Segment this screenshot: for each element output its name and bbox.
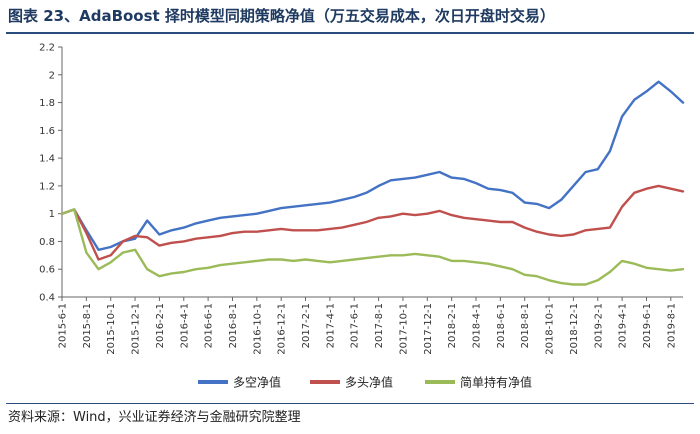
y-tick-label: 1 [49,209,55,220]
legend-label-1: 多头净值 [345,375,393,390]
x-tick-label: 2018-12-1 [569,303,580,355]
y-tick-label: 1.8 [39,98,55,109]
x-tick-label: 2017-10-1 [398,303,409,355]
x-tick-label: 2016-4-1 [179,303,190,348]
x-tick-label: 2017-6-1 [350,303,361,348]
x-tick-label: 2018-4-1 [472,303,483,348]
x-tick-label: 2019-8-1 [666,303,677,348]
x-tick-label: 2017-4-1 [325,303,336,348]
x-tick-label: 2019-4-1 [618,303,629,348]
x-tick-label: 2015-10-1 [106,303,117,355]
y-tick-label: 1.2 [39,181,55,192]
legend-label-2: 简单持有净值 [460,375,532,390]
x-tick-label: 2016-2-1 [155,303,166,348]
x-tick-label: 2015-8-1 [82,303,93,348]
x-tick-label: 2015-12-1 [131,303,142,355]
x-tick-label: 2017-2-1 [301,303,312,348]
x-tick-label: 2018-6-1 [496,303,507,348]
x-tick-label: 2017-8-1 [374,303,385,348]
y-tick-label: 2.2 [39,43,55,54]
y-tick-label: 2 [49,70,55,81]
y-tick-label: 0.8 [39,237,55,248]
x-tick-label: 2018-8-1 [520,303,531,348]
x-tick-label: 2016-6-1 [204,303,215,348]
x-tick-label: 2016-8-1 [228,303,239,348]
plot-area [60,80,685,286]
x-tick-label: 2019-6-1 [642,303,653,348]
series-line-2 [60,208,685,286]
x-tick-label: 2019-2-1 [593,303,604,348]
bottom-rule [6,403,694,404]
x-tick-label: 2016-10-1 [252,303,263,355]
line-chart: 0.40.60.811.21.41.61.822.2 2015-6-1 2015-… [39,43,685,390]
legend-label-0: 多空净值 [233,375,281,390]
top-rule [6,32,694,34]
series-line-1 [60,184,685,261]
legend: 多空净值 多头净值 简单持有净值 [198,375,532,390]
x-tick-label: 2015-6-1 [58,303,69,348]
source-note: 资料来源：Wind，兴业证券经济与金融研究院整理 [8,410,301,425]
figure-caption: 图表 23、AdaBoost 择时模型同期策略净值（万五交易成本，次日开盘时交易… [8,7,555,25]
x-axis: 2015-6-1 2015-8-1 2015-10-1 2015-12-1 2016-2… [58,296,683,355]
x-tick-label: 2016-12-1 [277,303,288,355]
y-tick-label: 1.4 [39,154,55,165]
x-tick-label: 2017-12-1 [423,303,434,355]
series-line-0 [60,80,685,252]
y-axis: 0.4 0.6 0.8 1 1.2 1.4 1.6 1.8 2 2.2 [39,43,63,304]
x-tick-label: 2018-10-1 [545,303,556,355]
y-tick-label: 1.6 [39,126,55,137]
x-tick-label: 2018-2-1 [447,303,458,348]
y-tick-label: 0.4 [39,293,55,304]
y-tick-label: 0.6 [39,265,55,276]
